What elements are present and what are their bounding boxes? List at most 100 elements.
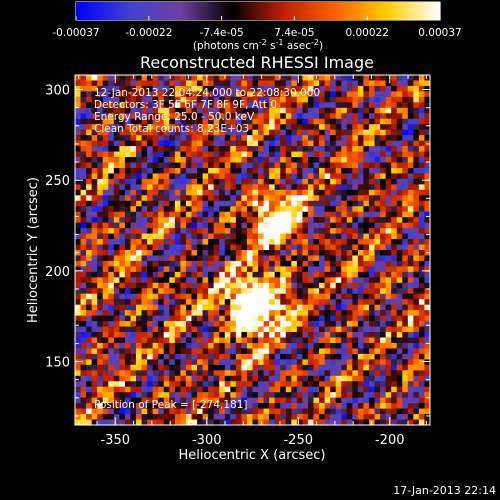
heatmap-cell: [224, 408, 231, 415]
heatmap-cell: [368, 113, 375, 120]
heatmap-cell: [113, 414, 120, 420]
colorbar-segment: [202, 2, 205, 20]
colorbar-segment: [222, 2, 225, 20]
heatmap-cell: [296, 342, 303, 349]
heatmap-cell: [191, 173, 198, 180]
heatmap-cell: [180, 228, 187, 234]
heatmap-cell: [363, 250, 370, 256]
heatmap-cell: [380, 157, 387, 163]
heatmap-cell: [158, 80, 165, 87]
heatmap-cell: [124, 419, 131, 426]
heatmap-cell: [424, 222, 431, 229]
heatmap-cell: [263, 178, 270, 185]
heatmap-cell: [330, 359, 337, 366]
heatmap-cell: [213, 386, 220, 393]
heatmap-cell: [235, 222, 242, 229]
heatmap-cell: [163, 397, 170, 404]
heatmap-cell: [402, 129, 409, 136]
heatmap-cell: [280, 178, 287, 185]
heatmap-cell: [324, 337, 331, 344]
colorbar-segment: [420, 2, 423, 20]
heatmap-cell: [341, 299, 348, 306]
heatmap-cell: [280, 250, 287, 256]
heatmap-cell: [291, 167, 298, 174]
heatmap-cell: [86, 353, 93, 360]
heatmap-cell: [224, 260, 231, 267]
heatmap-cell: [208, 315, 215, 322]
heatmap-cell: [396, 75, 403, 81]
heatmap-cell: [136, 381, 142, 388]
heatmap-cell: [407, 299, 414, 306]
heatmap-cell: [119, 332, 126, 338]
heatmap-cell: [341, 348, 348, 355]
heatmap-cell: [163, 419, 170, 426]
heatmap-cell: [285, 332, 292, 338]
heatmap-cell: [130, 282, 137, 289]
heatmap-cell: [380, 293, 387, 300]
heatmap-cell: [346, 342, 353, 349]
heatmap-cell: [302, 157, 309, 163]
heatmap-cell: [80, 250, 87, 256]
heatmap-cell: [113, 222, 120, 229]
heatmap-cell: [319, 342, 326, 349]
heatmap-cell: [241, 288, 248, 295]
heatmap-cell: [130, 157, 137, 163]
heatmap-cell: [124, 392, 131, 399]
colorbar-tick-label: 7.4e-05: [274, 27, 314, 39]
heatmap-cell: [269, 206, 276, 213]
heatmap-cell: [208, 96, 215, 103]
heatmap-cell: [280, 304, 287, 311]
heatmap-cell: [269, 392, 276, 399]
heatmap-cell: [263, 359, 270, 366]
heatmap-cell: [407, 266, 414, 273]
heatmap-cell: [374, 173, 381, 180]
heatmap-cell: [208, 178, 215, 185]
heatmap-cell: [241, 271, 248, 278]
heatmap-cell: [202, 113, 209, 120]
heatmap-cell: [263, 386, 270, 393]
heatmap-cell: [91, 419, 98, 426]
heatmap-cell: [263, 146, 270, 152]
heatmap-cell: [368, 397, 375, 404]
heatmap-cell: [75, 342, 81, 349]
heatmap-cell: [174, 228, 181, 234]
colorbar-segment: [198, 2, 201, 20]
heatmap-cell: [86, 277, 93, 284]
heatmap-cell: [97, 233, 104, 240]
heatmap-cell: [163, 337, 170, 344]
heatmap-cell: [241, 80, 248, 87]
heatmap-cell: [302, 321, 309, 327]
heatmap-cell: [80, 206, 87, 213]
heatmap-cell: [136, 96, 142, 103]
heatmap-cell: [291, 277, 298, 284]
heatmap-cell: [263, 310, 270, 317]
heatmap-cell: [230, 146, 237, 152]
heatmap-cell: [219, 96, 226, 103]
heatmap-cell: [169, 80, 176, 87]
heatmap-cell: [346, 124, 353, 131]
heatmap-cell: [180, 277, 187, 284]
heatmap-cell: [274, 392, 281, 399]
heatmap-cell: [147, 337, 154, 344]
heatmap-cell: [86, 91, 93, 98]
heatmap-cell: [402, 271, 409, 278]
heatmap-cell: [269, 299, 276, 306]
heatmap-cell: [252, 288, 259, 295]
heatmap-cell: [280, 91, 287, 98]
heatmap-cell: [208, 146, 215, 152]
heatmap-cell: [402, 157, 409, 163]
heatmap-cell: [307, 326, 314, 333]
heatmap-cell: [141, 239, 148, 245]
heatmap-cell: [180, 113, 187, 120]
heatmap-cell: [246, 250, 253, 256]
heatmap-cell: [274, 326, 281, 333]
heatmap-cell: [341, 195, 348, 202]
heatmap-cell: [197, 173, 203, 180]
heatmap-cell: [296, 162, 303, 169]
heatmap-cell: [136, 124, 142, 131]
heatmap-cell: [80, 304, 87, 311]
heatmap-cell: [302, 342, 309, 349]
heatmap-cell: [424, 146, 431, 152]
heatmap-cell: [141, 200, 148, 207]
heatmap-cell: [174, 403, 181, 409]
